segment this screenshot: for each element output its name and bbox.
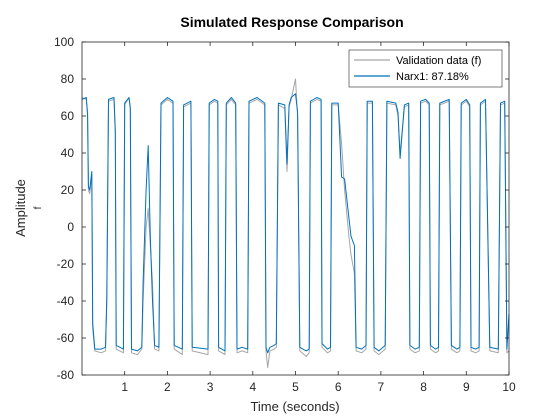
x-tick-label: 6 (335, 380, 342, 394)
y-axis-sublabel: f (33, 206, 44, 209)
x-axis-label: Time (seconds) (250, 399, 339, 414)
legend-box (348, 49, 503, 88)
y-tick-label: -80 (57, 368, 75, 382)
x-tick-label: 4 (249, 380, 256, 394)
x-tick-label: 9 (463, 380, 470, 394)
x-tick-label: 1 (121, 380, 128, 394)
legend-label-validation: Validation data (f) (396, 55, 481, 67)
x-tick-label: 5 (292, 380, 299, 394)
y-tick-label: 0 (67, 220, 74, 234)
chart-title: Simulated Response Comparison (180, 14, 403, 30)
x-tick-label: 10 (502, 380, 516, 394)
y-tick-label: 20 (61, 183, 75, 197)
y-tick-label: 100 (54, 35, 74, 49)
x-tick-label: 3 (207, 380, 214, 394)
legend: Validation data (f) Narx1: 87.18% (348, 49, 503, 88)
legend-label-narx: Narx1: 87.18% (396, 71, 469, 83)
y-axis-label: Amplitude (13, 179, 28, 237)
x-tick-label: 7 (378, 380, 385, 394)
y-tick-label: 80 (61, 72, 75, 86)
series-layer (81, 78, 510, 369)
x-tick-label: 2 (164, 380, 171, 394)
y-tick-label: 40 (61, 146, 75, 160)
y-tick-label: 60 (61, 109, 75, 123)
series-line-narx (81, 93, 510, 354)
plot-area: 1 2 3 4 5 6 7 8 9 10 -80 -60 -40 -20 0 20 40 60 80 100 (54, 35, 516, 394)
x-tick-label: 8 (420, 380, 427, 394)
series-line-validation (81, 78, 510, 369)
y-tick-label: -40 (57, 294, 75, 308)
y-tick-label: -20 (57, 257, 75, 271)
tick-layer: 1 2 3 4 5 6 7 8 9 10 -80 -60 -40 -20 0 20 40 60 80 100 (54, 35, 516, 394)
y-tick-label: -60 (57, 331, 75, 345)
axes-background (82, 42, 509, 375)
